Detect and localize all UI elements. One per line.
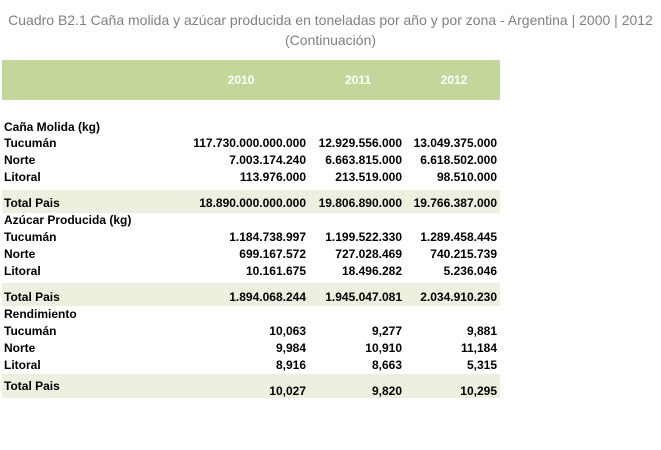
cell-2010: 8,916 (275, 358, 306, 372)
table-header: 2010 2011 2012 (2, 60, 500, 100)
row-label: Norte (4, 247, 36, 261)
table-row-total: Total Pais 1.894.068.244 1.945.047.081 2… (0, 290, 500, 306)
cell-2012: 13.049.375.000 (413, 136, 497, 150)
table-row: Norte 7.003.174.240 6.663.815.000 6.618.… (0, 153, 500, 169)
cell-2011: 9,277 (371, 324, 402, 338)
cell-2010: 699.167.572 (239, 247, 306, 261)
cell-2010: 1.894.068.244 (229, 290, 306, 304)
cell-2011: 18.496.282 (341, 264, 402, 278)
total-band-cana (2, 190, 500, 213)
row-label: Tucumán (4, 136, 57, 150)
row-label: Total Pais (4, 196, 60, 210)
table-row: Litoral 8,916 8,663 5,315 (0, 358, 500, 374)
table-row: Tucumán 10,063 9,277 9,881 (0, 324, 500, 340)
cell-2011: 6.663.815.000 (325, 153, 402, 167)
cell-2010: 10,027 (269, 384, 306, 398)
cell-2010: 18.890.000.000.000 (199, 196, 306, 210)
total-band-rendimiento (2, 374, 500, 398)
cell-2010: 10,063 (269, 324, 306, 338)
cell-2012: 2.034.910.230 (420, 290, 497, 304)
column-header-2010: 2010 (227, 73, 255, 87)
total-band-azucar (2, 283, 500, 306)
table-row: Tucumán 117.730.000.000.000 12.929.556.0… (0, 136, 500, 152)
section-label: Rendimiento (4, 307, 77, 321)
cell-2012: 19.766.387.000 (413, 196, 497, 210)
cell-2012: 740.215.739 (430, 247, 497, 261)
cell-2012: 6.618.502.000 (420, 153, 497, 167)
table-row: Tucumán 1.184.738.997 1.199.522.330 1.28… (0, 230, 500, 246)
cell-2011: 12.929.556.000 (318, 136, 402, 150)
table-row: Norte 9,984 10,910 11,184 (0, 341, 500, 357)
row-label: Norte (4, 153, 36, 167)
section-label: Caña Molida (kg) (4, 120, 101, 134)
table-title: Cuadro B2.1 Caña molida y azúcar produci… (8, 12, 653, 48)
column-header-2012: 2012 (440, 73, 468, 87)
section-heading-rendimiento: Rendimiento (0, 307, 500, 323)
cell-2012: 1.289.458.445 (420, 230, 497, 244)
cell-2011: 1.199.522.330 (325, 230, 402, 244)
table-row: Litoral 10.161.675 18.496.282 5.236.046 (0, 264, 500, 280)
column-header-2011: 2011 (344, 73, 372, 87)
cell-2011: 19.806.890.000 (318, 196, 402, 210)
cell-2010: 117.730.000.000.000 (193, 136, 306, 150)
cell-2012: 11,184 (460, 341, 497, 355)
row-label: Total Pais (4, 290, 60, 304)
table-row-total: Total Pais 18.890.000.000.000 19.806.890… (0, 196, 500, 212)
row-label: Tucumán (4, 324, 57, 338)
row-label: Litoral (4, 358, 41, 372)
cell-2012: 5,315 (466, 358, 497, 372)
cell-2012: 5.236.046 (443, 264, 497, 278)
row-label: Total Pais (4, 379, 60, 393)
cell-2012: 9,881 (466, 324, 497, 338)
cell-2010: 1.184.738.997 (229, 230, 306, 244)
cell-2011: 10,910 (365, 341, 402, 355)
row-label: Litoral (4, 170, 41, 184)
section-heading-cana: Caña Molida (kg) (0, 120, 500, 136)
cell-2011: 1.945.047.081 (325, 290, 402, 304)
row-label: Tucumán (4, 230, 57, 244)
cell-2012: 98.510.000 (436, 170, 497, 184)
section-heading-azucar: Azúcar Producida (kg) (0, 213, 500, 229)
table-row: Litoral 113.976.000 213.519.000 98.510.0… (0, 170, 500, 186)
table-row-total: Total Pais (0, 379, 500, 395)
cell-2011: 8,663 (371, 358, 402, 372)
cell-2010: 7.003.174.240 (229, 153, 306, 167)
cell-2011: 9,820 (371, 384, 402, 398)
table-row: Norte 699.167.572 727.028.469 740.215.73… (0, 247, 500, 263)
row-label: Norte (4, 341, 36, 355)
row-label: Litoral (4, 264, 41, 278)
table-row-total-values: 10,027 9,820 10,295 (0, 384, 500, 400)
cell-2011: 727.028.469 (335, 247, 402, 261)
cell-2011: 213.519.000 (335, 170, 402, 184)
cell-2010: 10.161.675 (245, 264, 306, 278)
section-label: Azúcar Producida (kg) (4, 213, 132, 227)
cell-2010: 9,984 (275, 341, 306, 355)
cell-2010: 113.976.000 (239, 170, 306, 184)
cell-2012: 10,295 (460, 384, 497, 398)
